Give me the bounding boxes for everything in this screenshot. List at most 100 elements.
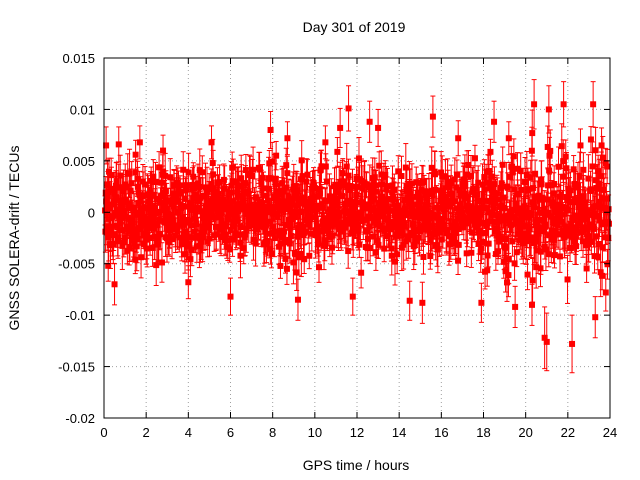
data-point [282, 255, 289, 262]
data-point [142, 181, 149, 188]
data-point [208, 181, 215, 188]
data-point [180, 166, 187, 173]
data-point [293, 193, 300, 200]
data-point [334, 202, 341, 209]
data-point [309, 203, 316, 210]
data-point [169, 236, 176, 243]
data-point [213, 231, 220, 238]
data-point [221, 185, 228, 192]
data-point [262, 228, 269, 235]
data-point [114, 206, 121, 213]
data-point [310, 179, 317, 186]
data-point [115, 184, 122, 191]
data-point [147, 234, 154, 241]
data-point [165, 238, 172, 245]
data-point [179, 203, 186, 210]
data-point [252, 194, 259, 201]
data-point [237, 224, 244, 231]
data-point [313, 206, 320, 213]
data-point [144, 245, 151, 252]
data-point [308, 230, 315, 237]
data-point [191, 228, 198, 235]
data-point [158, 179, 165, 186]
data-point [239, 192, 246, 199]
data-point [300, 224, 307, 231]
data-point [329, 232, 336, 239]
data-point [256, 166, 263, 173]
data-point [259, 174, 266, 181]
data-point [157, 199, 164, 206]
data-point [104, 181, 111, 188]
data-point [339, 170, 346, 177]
data-point [189, 182, 196, 189]
data-point [314, 226, 321, 233]
data-point [227, 200, 234, 207]
data-point [185, 169, 192, 176]
data-point [223, 222, 230, 229]
data-point [265, 185, 272, 192]
data-point [226, 246, 233, 253]
data-point [171, 198, 178, 205]
data-point [303, 178, 310, 185]
data-point [179, 214, 186, 221]
data-point [127, 187, 134, 194]
data-point [200, 193, 207, 200]
data-point [152, 179, 159, 186]
data-point [204, 205, 211, 212]
data-point [227, 226, 234, 233]
data-point [229, 236, 236, 243]
data-point [295, 254, 302, 261]
data-point [280, 202, 287, 209]
data-point [119, 242, 126, 249]
data-point [317, 166, 324, 173]
data-point [238, 175, 245, 182]
data-point [136, 225, 143, 232]
data-point [319, 204, 326, 211]
data-point [122, 196, 129, 203]
data-point [305, 212, 312, 219]
data-point [117, 227, 124, 234]
data-point [292, 213, 299, 220]
data-point [114, 235, 121, 242]
data-point [273, 188, 280, 195]
data-point [238, 182, 245, 189]
data-point [290, 259, 297, 266]
data-point [247, 203, 254, 210]
data-point [240, 198, 247, 205]
data-point [111, 190, 118, 197]
data-point [298, 157, 305, 164]
data-point [312, 185, 319, 192]
data-point [253, 221, 260, 228]
data-point [180, 221, 187, 228]
data-point [295, 231, 302, 238]
data-point [336, 212, 343, 219]
data-point [182, 251, 189, 258]
data-point [143, 236, 150, 243]
data-point [301, 256, 308, 263]
data-point [191, 215, 198, 222]
data-point [322, 197, 329, 204]
data-point [327, 197, 334, 204]
data-point [234, 216, 241, 223]
data-point [298, 250, 305, 257]
data-point [299, 173, 306, 180]
data-point [191, 185, 198, 192]
data-point [293, 269, 300, 276]
data-point [313, 202, 320, 209]
data-point [118, 202, 125, 209]
data-point [283, 184, 290, 191]
data-point [187, 256, 194, 263]
data-point [155, 241, 162, 248]
data-point [178, 241, 185, 248]
data-point [327, 206, 334, 213]
data-point [229, 223, 236, 230]
data-point [106, 168, 113, 175]
data-point [310, 194, 317, 201]
data-point [156, 209, 163, 216]
data-point [175, 209, 182, 216]
data-point [193, 192, 200, 199]
data-point [137, 205, 144, 212]
data-point [264, 197, 271, 204]
data-point [237, 239, 244, 246]
data-point [150, 224, 157, 231]
